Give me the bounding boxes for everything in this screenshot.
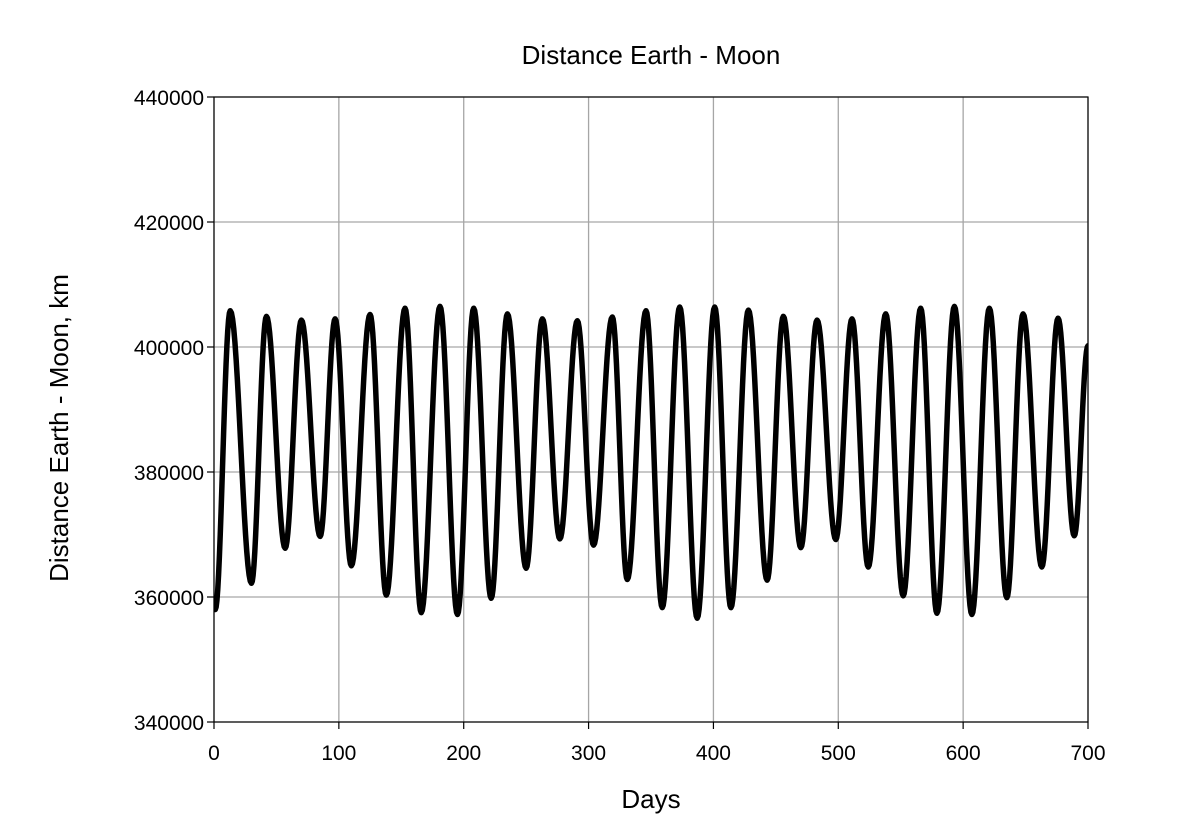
x-tick-label: 700	[1070, 742, 1105, 765]
y-tick-label: 380000	[134, 462, 204, 485]
x-tick-label: 300	[571, 742, 606, 765]
y-axis-title: Distance Earth - Moon, km	[44, 274, 74, 582]
ticks	[207, 96, 1089, 729]
x-tick-label: 0	[208, 742, 220, 765]
y-tick-label: 400000	[134, 337, 204, 360]
x-tick-label: 500	[821, 742, 856, 765]
series-layer	[214, 303, 1088, 621]
x-tick-labels: 0 100 200 300 400 500 600 700	[208, 742, 1105, 765]
x-tick-label: 200	[446, 742, 481, 765]
x-tick-label: 600	[946, 742, 981, 765]
y-tick-label: 340000	[134, 712, 204, 735]
y-tick-label: 360000	[134, 587, 204, 610]
y-tick-label: 420000	[134, 212, 204, 235]
x-axis-title: Days	[621, 784, 680, 814]
chart-title: Distance Earth - Moon	[522, 40, 781, 70]
x-tick-label: 100	[321, 742, 356, 765]
series-line-distance	[214, 303, 1088, 621]
y-tick-label: 440000	[134, 87, 204, 110]
x-tick-label: 400	[696, 742, 731, 765]
plot-frame	[213, 96, 1089, 723]
y-tick-labels: 340000 360000 380000 400000 420000 440000	[134, 87, 204, 735]
